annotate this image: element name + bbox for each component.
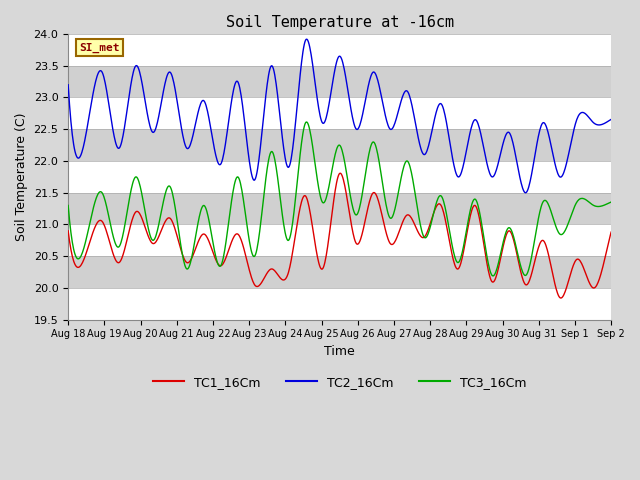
TC1_16Cm bbox=[336, 170, 344, 176]
TC3_16Cm bbox=[562, 226, 570, 232]
Bar bbox=[68, 66, 611, 97]
Y-axis label: Soil Temperature (C): Soil Temperature (C) bbox=[15, 113, 28, 241]
TC2_16Cm bbox=[607, 117, 615, 122]
TC2_16Cm bbox=[303, 36, 310, 42]
TC3_16Cm bbox=[303, 119, 310, 125]
Bar bbox=[68, 193, 611, 225]
Bar bbox=[68, 97, 611, 129]
TC3_16Cm bbox=[364, 155, 372, 161]
TC2_16Cm bbox=[467, 126, 475, 132]
TC2_16Cm bbox=[522, 190, 529, 196]
TC2_16Cm bbox=[562, 163, 570, 169]
Title: Soil Temperature at -16cm: Soil Temperature at -16cm bbox=[225, 15, 454, 30]
TC2_16Cm bbox=[431, 115, 438, 121]
Text: SI_met: SI_met bbox=[79, 43, 120, 53]
TC1_16Cm bbox=[423, 229, 431, 235]
TC3_16Cm bbox=[423, 233, 431, 239]
TC2_16Cm bbox=[64, 82, 72, 88]
TC2_16Cm bbox=[364, 84, 372, 90]
Bar bbox=[68, 161, 611, 193]
TC3_16Cm bbox=[431, 206, 438, 212]
Bar bbox=[68, 34, 611, 66]
Bar bbox=[68, 129, 611, 161]
Line: TC2_16Cm: TC2_16Cm bbox=[68, 39, 611, 193]
TC1_16Cm bbox=[596, 276, 604, 282]
Bar bbox=[68, 225, 611, 256]
Bar bbox=[68, 288, 611, 320]
TC3_16Cm bbox=[467, 204, 475, 210]
TC1_16Cm bbox=[562, 287, 570, 293]
Legend: TC1_16Cm, TC2_16Cm, TC3_16Cm: TC1_16Cm, TC2_16Cm, TC3_16Cm bbox=[148, 371, 531, 394]
TC1_16Cm bbox=[64, 228, 72, 234]
TC3_16Cm bbox=[596, 204, 604, 209]
TC1_16Cm bbox=[431, 207, 438, 213]
X-axis label: Time: Time bbox=[324, 345, 355, 358]
TC1_16Cm bbox=[557, 295, 565, 301]
Line: TC1_16Cm: TC1_16Cm bbox=[68, 173, 611, 298]
TC2_16Cm bbox=[423, 147, 431, 153]
Bar bbox=[68, 256, 611, 288]
TC2_16Cm bbox=[596, 122, 604, 128]
TC1_16Cm bbox=[364, 204, 372, 210]
TC1_16Cm bbox=[607, 229, 615, 235]
TC3_16Cm bbox=[607, 199, 615, 205]
TC1_16Cm bbox=[467, 210, 475, 216]
Line: TC3_16Cm: TC3_16Cm bbox=[68, 122, 611, 276]
TC3_16Cm bbox=[489, 273, 497, 279]
TC3_16Cm bbox=[64, 203, 72, 208]
